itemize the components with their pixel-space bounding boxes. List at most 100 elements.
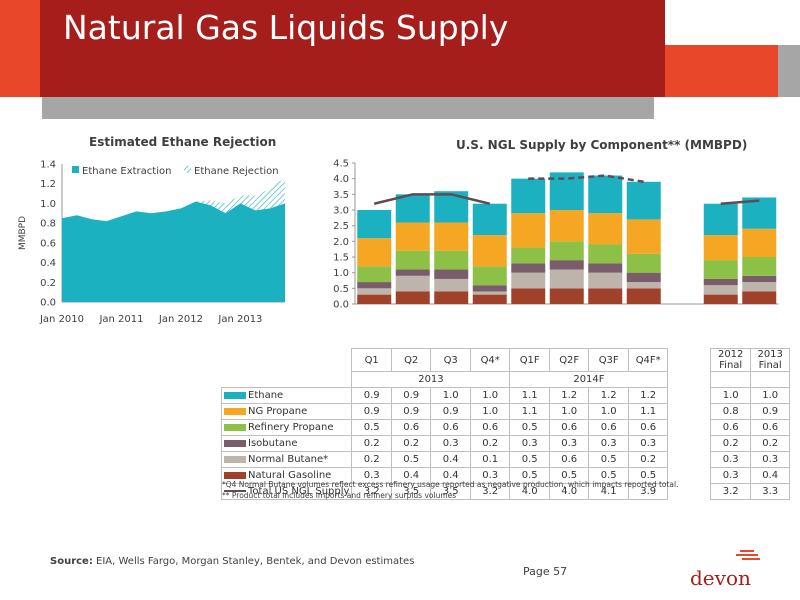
bar-segment <box>703 203 738 236</box>
group-row: 2013 2014F <box>222 371 791 388</box>
bar-segment <box>511 288 546 304</box>
series-name: Ethane <box>248 390 284 401</box>
series-name: Refinery Propane <box>248 422 334 433</box>
ngl-supply-chart: 0.0 0.5 1.0 1.5 2.0 2.5 3.0 3.5 4.0 4.5 <box>333 159 779 311</box>
bar-segment <box>588 263 623 273</box>
bar-segment <box>742 282 777 292</box>
value-cell: 1.1 <box>627 403 669 420</box>
bar-segment <box>742 275 777 283</box>
value-cell: 1.2 <box>548 387 590 404</box>
y-tick-label: 0.0 <box>40 298 56 309</box>
value-cell: 0.4 <box>749 467 791 484</box>
bar-segment <box>472 235 507 267</box>
ethane-rejection-chart: 0.0 0.2 0.4 0.6 0.8 1.0 1.2 1.4 MMBPD Jan 2010 Jan… <box>18 160 285 325</box>
value-cell: 0.6 <box>627 419 669 436</box>
value-cell: 0.5 <box>351 419 392 436</box>
series-label-cell: Total US NGL Supply <box>220 483 353 500</box>
bar-segment <box>549 172 584 210</box>
y-tick-label: 4.0 <box>333 174 349 185</box>
value-cell: 0.8 <box>710 403 751 420</box>
bar-segment <box>357 294 392 304</box>
category-row: Q1 Q2 Q3 Q4* Q1F Q2F Q3F Q4F* 2012 Final 2013 Fin… <box>222 348 791 372</box>
y-tick-label: 2.5 <box>333 221 349 232</box>
series-area-ethane-extraction <box>62 201 285 302</box>
legend-swatch-icon <box>224 391 246 399</box>
legend-swatch-icon <box>224 439 246 447</box>
bar-segment <box>511 213 546 248</box>
y-tick-label: 1.0 <box>40 199 56 210</box>
y-tick-label: 0.4 <box>40 258 56 269</box>
slide-title: Natural Gas Liquids Supply <box>63 8 509 47</box>
group-cell-blank <box>710 371 751 388</box>
value-cell: 0.3 <box>710 451 751 468</box>
bar-segment <box>703 235 738 261</box>
legend-swatch-icon <box>224 423 246 431</box>
value-cell: 0.3 <box>430 435 471 452</box>
value-cell: 1.0 <box>548 403 590 420</box>
bar-segment <box>511 263 546 273</box>
bar-segment <box>472 291 507 295</box>
source-label: Source: <box>50 556 93 567</box>
value-cell: 0.2 <box>390 435 432 452</box>
series-row: Refinery Propane 0.5 0.6 0.6 0.6 0.5 0.6 0.6 0.6… <box>220 419 791 436</box>
value-cell: 1.0 <box>710 387 751 404</box>
x-tick-label: Jan 2011 <box>98 314 143 325</box>
value-cell: 1.1 <box>509 403 550 420</box>
bar-segment <box>434 191 469 223</box>
value-cell: 0.6 <box>469 419 511 436</box>
value-cell: 1.0 <box>430 387 471 404</box>
bar-segment <box>549 288 584 304</box>
category-cell: Q1F <box>509 348 550 372</box>
bar-segment <box>703 294 738 304</box>
bar-segment <box>472 203 507 236</box>
value-cell: 0.2 <box>710 435 751 452</box>
value-cell: 0.6 <box>390 419 432 436</box>
bar-segment <box>395 222 430 251</box>
gap-cell <box>667 348 712 372</box>
value-cell: 0.3 <box>509 435 550 452</box>
value-cell: 0.2 <box>351 451 392 468</box>
series-row: Normal Butane* 0.2 0.5 0.4 0.1 0.5 0.6 0.5 0.2 0.… <box>220 451 791 468</box>
footnotes: *Q4 Normal Butane volumes reflect excess… <box>222 479 679 501</box>
value-cell: 0.1 <box>469 451 511 468</box>
bar-segment <box>588 244 623 264</box>
bar-segment <box>357 238 392 267</box>
value-cell: 1.0 <box>749 387 791 404</box>
y-tick-label: 1.5 <box>333 253 349 264</box>
value-cell: 0.6 <box>430 419 471 436</box>
corner-cell <box>222 349 352 372</box>
value-cell: 0.9 <box>390 403 432 420</box>
total-line-2013 <box>373 193 491 205</box>
group-cell-2014f: 2014F <box>509 371 669 388</box>
devon-logo-text: devon <box>690 566 751 590</box>
value-cell: 0.6 <box>548 451 590 468</box>
bar-segment <box>703 278 738 286</box>
bar-segment <box>626 181 661 220</box>
value-cell: 0.6 <box>710 419 751 436</box>
value-cell: 0.9 <box>351 387 392 404</box>
category-cell: 2013 Final <box>749 348 791 372</box>
legend-label-ethane-extraction: Ethane Extraction <box>82 166 171 177</box>
y-tick-label: 2.0 <box>333 237 349 248</box>
category-cell: Q4F* <box>627 348 669 372</box>
value-cell: 3.2 <box>469 483 511 500</box>
gap-cell <box>667 483 712 500</box>
value-cell: 0.4 <box>430 451 471 468</box>
value-cell: 3.3 <box>749 483 791 500</box>
bar-segment <box>742 257 777 276</box>
value-cell: 1.0 <box>469 387 511 404</box>
value-cell: 0.9 <box>430 403 471 420</box>
bar-segment <box>626 272 661 283</box>
y-tick-label: 0.5 <box>333 284 349 295</box>
bar-segment <box>434 222 469 251</box>
series-name: Total US NGL Supply <box>248 486 350 497</box>
corner-cell <box>222 372 352 388</box>
x-tick-label: Jan 2012 <box>158 314 203 325</box>
y-tick-label: 1.0 <box>333 268 349 279</box>
series-area-ethane-rejection <box>62 177 285 222</box>
value-cell: 1.2 <box>627 387 669 404</box>
value-cell: 0.5 <box>509 451 550 468</box>
page-number: Page 57 <box>523 565 568 578</box>
value-cell: 0.9 <box>749 403 791 420</box>
gap-cell <box>667 403 712 420</box>
